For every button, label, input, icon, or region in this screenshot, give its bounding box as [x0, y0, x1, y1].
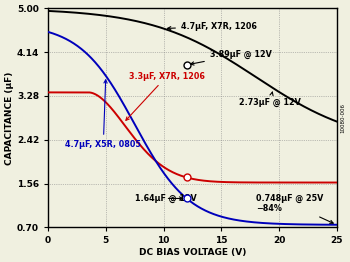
- X-axis label: DC BIAS VOLTAGE (V): DC BIAS VOLTAGE (V): [139, 248, 246, 257]
- Text: 3.89μF @ 12V: 3.89μF @ 12V: [191, 50, 272, 65]
- Text: 4.7μF, X7R, 1206: 4.7μF, X7R, 1206: [168, 22, 257, 31]
- Y-axis label: CAPACITANCE (μF): CAPACITANCE (μF): [5, 71, 14, 165]
- Text: 0.748μF @ 25V
−84%: 0.748μF @ 25V −84%: [256, 194, 333, 223]
- Text: 10080-006: 10080-006: [340, 103, 345, 133]
- Text: 2.73μF @ 12V: 2.73μF @ 12V: [239, 92, 301, 107]
- Text: 3.3μF, X7R, 1206: 3.3μF, X7R, 1206: [126, 72, 205, 120]
- Text: 1.64μF @ 12V: 1.64μF @ 12V: [135, 194, 196, 203]
- Text: 4.7μF, X5R, 0805: 4.7μF, X5R, 0805: [65, 80, 141, 149]
